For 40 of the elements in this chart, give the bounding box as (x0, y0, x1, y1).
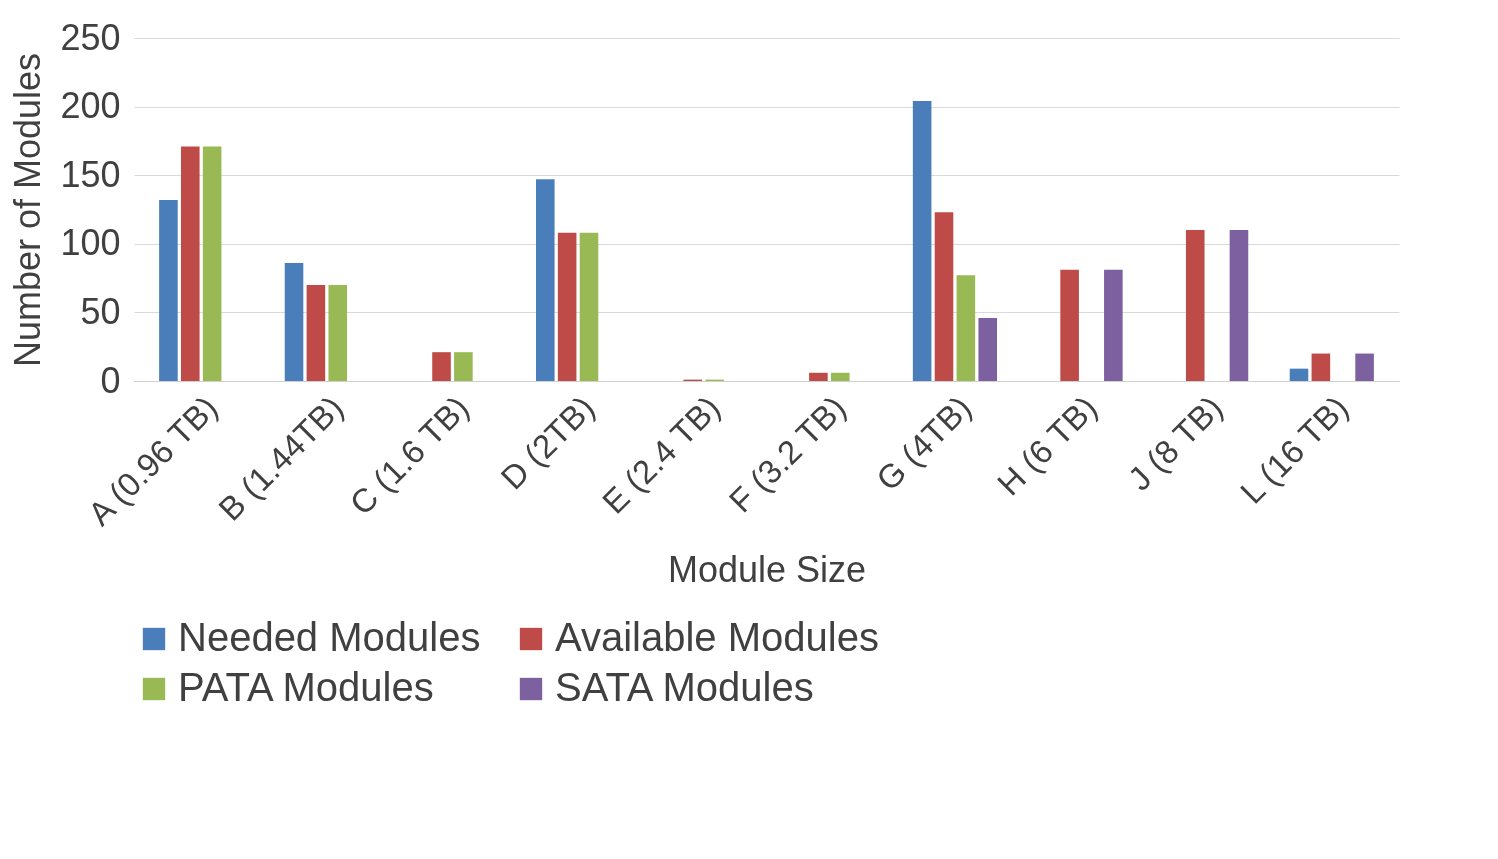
bar (1289, 368, 1309, 381)
bar (432, 352, 451, 381)
bar (284, 263, 304, 381)
bar (1185, 230, 1205, 381)
bar (328, 284, 348, 381)
legend-label: Needed Modules (178, 615, 481, 659)
legend-label: PATA Modules (178, 665, 434, 709)
bar (912, 101, 932, 381)
x-tick-label: J (8 TB) (1120, 388, 1230, 498)
bar (978, 317, 998, 381)
bar (557, 232, 577, 381)
bar (306, 284, 326, 381)
bar (579, 232, 599, 381)
bar (454, 352, 473, 381)
x-axis-title: Module Size (667, 549, 867, 591)
bar (1060, 269, 1079, 381)
bar (956, 275, 976, 381)
legend-label: SATA Modules (555, 665, 814, 709)
x-tick-label: L (16 TB) (1232, 388, 1356, 511)
bar (202, 146, 222, 381)
bar (934, 212, 954, 381)
bar (535, 179, 555, 381)
bar (809, 372, 828, 381)
bar (180, 146, 200, 381)
bar (1104, 269, 1123, 381)
y-tick-label: 250 (60, 16, 121, 58)
legend-label: Available Modules (555, 615, 879, 659)
x-tick-label: H (6 TB) (989, 388, 1104, 503)
bar (1229, 230, 1249, 381)
y-tick-label: 150 (60, 153, 121, 195)
y-tick-label: 50 (80, 290, 121, 332)
y-tick-label: 100 (60, 222, 121, 264)
x-tick-label: F (3.2 TB) (721, 388, 853, 520)
bar (1311, 353, 1331, 381)
y-axis-title: Number of Modules (7, 52, 49, 368)
bar (159, 199, 178, 381)
y-tick-label: 200 (60, 85, 121, 127)
bar (830, 372, 850, 381)
y-tick-label: 0 (100, 359, 121, 401)
bar (1355, 353, 1374, 381)
